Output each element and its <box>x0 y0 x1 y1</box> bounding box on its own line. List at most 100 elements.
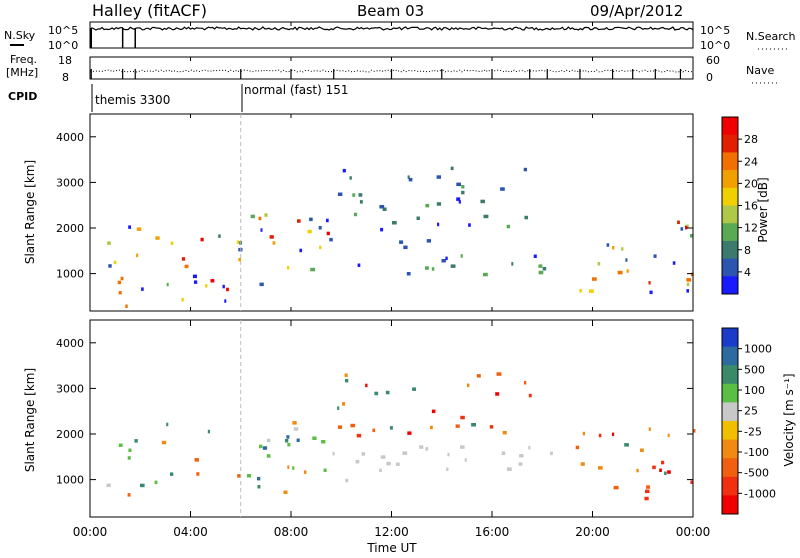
echo-cell <box>264 213 268 217</box>
echo-cell <box>192 274 197 279</box>
colorbar-swatch <box>722 365 738 385</box>
echo-cell <box>272 241 276 245</box>
echo-cell <box>495 392 500 396</box>
echo-cell <box>528 393 532 398</box>
echo-cell <box>194 458 199 462</box>
echo-cell <box>355 459 360 464</box>
echo-cell <box>166 282 169 287</box>
echo-cell <box>247 474 251 478</box>
echo-cell <box>332 451 335 456</box>
echo-cell <box>626 269 629 273</box>
echo-cell <box>326 218 329 223</box>
colorbar-tick-label: 28 <box>744 133 758 146</box>
nsearch-tick-top: 10^5 <box>700 24 730 37</box>
echo-cell <box>323 468 327 472</box>
echo-cell <box>361 452 366 456</box>
echo-cell <box>344 373 348 377</box>
echo-cell <box>430 425 433 430</box>
echo-cell <box>519 454 524 458</box>
echo-cell <box>374 391 379 396</box>
echo-cell <box>379 205 385 209</box>
echo-cell <box>385 390 390 395</box>
nave-tick-bottom: 0 <box>706 71 713 84</box>
colorbar-swatch <box>722 240 738 260</box>
echo-cell <box>667 470 671 474</box>
echo-cell <box>113 260 117 265</box>
echo-cell <box>222 284 225 289</box>
echo-cell <box>425 447 429 451</box>
echo-cell <box>686 278 692 282</box>
freq-tick-bottom: 8 <box>62 71 69 84</box>
echo-cell <box>342 168 346 173</box>
echo-cell <box>128 225 131 229</box>
echo-cell <box>648 281 651 285</box>
y-tick-label: 2000 <box>56 428 84 441</box>
echo-cell <box>326 231 330 236</box>
echo-cell <box>652 465 656 470</box>
echo-cell <box>640 448 644 452</box>
colorbar-frame <box>721 327 739 515</box>
colorbar-tick-label: 100 <box>744 384 765 397</box>
echo-cell <box>337 192 343 196</box>
echo-cell <box>661 460 665 465</box>
echo-cell <box>441 259 446 263</box>
echo-cell <box>226 287 229 292</box>
echo-cell <box>617 270 623 275</box>
echo-cell <box>598 433 602 438</box>
echo-cell <box>262 446 268 450</box>
power-ylabel: Slant Range [km] <box>23 160 37 264</box>
echo-cell <box>468 223 471 227</box>
freq-trace <box>89 69 694 79</box>
colorbar-tick-label: 25 <box>744 405 758 418</box>
echo-cell <box>258 216 262 221</box>
beam-title: Beam 03 <box>357 2 424 20</box>
echo-cell <box>117 280 121 285</box>
echo-cell <box>392 221 397 225</box>
cpid-label: CPID <box>8 90 37 103</box>
echo-cell <box>287 442 291 447</box>
echo-cell <box>447 452 450 457</box>
echo-cell <box>352 193 356 197</box>
echo-cell <box>502 430 507 435</box>
x-tick-label: 08:00 <box>274 525 309 539</box>
echo-cell <box>309 217 313 222</box>
colorbar-tick-label: -25 <box>744 425 762 438</box>
power-axes-frame <box>89 113 694 312</box>
echo-cell <box>692 429 696 433</box>
y-tick-label: 1000 <box>56 474 84 487</box>
echo-cell <box>380 227 384 232</box>
echo-cell <box>210 279 215 283</box>
freq-label-2: [MHz] <box>6 66 38 79</box>
power-colorbar: 4 8 12 16 20 24 28 <box>721 116 758 295</box>
echo-cell <box>460 415 465 420</box>
colorbar-tick-label: 12 <box>744 222 758 235</box>
echo-cell <box>613 485 619 490</box>
echo-cell <box>649 290 653 295</box>
colorbar-swatch <box>722 258 738 277</box>
echo-cell <box>425 266 429 270</box>
echo-cell <box>480 199 485 204</box>
echo-cell <box>579 289 582 293</box>
freq-label-1: Freq. <box>10 53 37 66</box>
echo-cell <box>408 177 413 182</box>
echo-cell <box>303 470 307 474</box>
colorbar-tick-label: -100 <box>744 446 769 459</box>
echo-cell <box>625 258 628 262</box>
colorbar-swatch <box>722 223 738 242</box>
echo-cell <box>181 297 184 302</box>
echo-cell <box>357 263 361 267</box>
echo-cell <box>690 480 693 484</box>
echo-cell <box>648 427 651 431</box>
echo-cell <box>337 425 343 429</box>
echo-cell <box>550 451 553 456</box>
y-tick-label: 1000 <box>56 268 84 281</box>
echo-cell <box>196 472 200 476</box>
echo-cell <box>237 474 241 478</box>
colorbar-swatch <box>722 170 738 189</box>
echo-cell <box>589 289 594 293</box>
echo-cell <box>597 262 601 266</box>
colorbar-swatch <box>722 134 738 153</box>
echo-cell <box>349 176 352 180</box>
date-title: 09/Apr/2012 <box>590 2 683 20</box>
